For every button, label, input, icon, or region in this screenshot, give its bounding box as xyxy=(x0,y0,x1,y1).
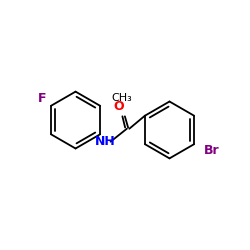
Text: F: F xyxy=(38,92,46,105)
Text: O: O xyxy=(114,100,124,114)
Text: Br: Br xyxy=(204,144,220,157)
Text: CH₃: CH₃ xyxy=(111,94,132,104)
Text: NH: NH xyxy=(95,135,116,148)
